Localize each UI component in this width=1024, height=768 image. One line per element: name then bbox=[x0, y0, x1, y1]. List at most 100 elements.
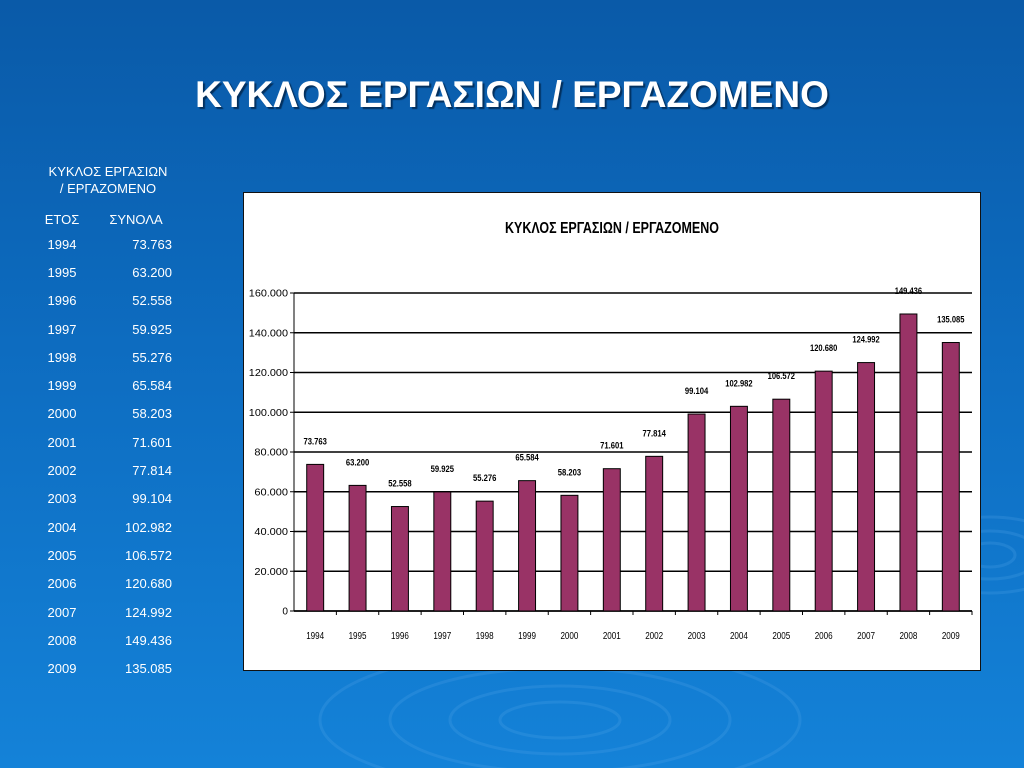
table-row: 1997 59.925 bbox=[28, 315, 188, 343]
y-tick-label: 120.000 bbox=[249, 368, 289, 379]
table-cell-total: 77.814 bbox=[132, 463, 172, 479]
table-cell-year: 1996 bbox=[47, 293, 77, 309]
table-cell-total: 106.572 bbox=[125, 547, 172, 563]
x-tick-label: 2006 bbox=[815, 631, 833, 642]
data-table: ΚΥΚΛΟΣ ΕΡΓΑΣΙΩΝ / ΕΡΓΑΖΟΜΕΝΟ ΕΤΟΣ ΣΥΝΟΛΑ… bbox=[28, 163, 188, 683]
data-label: 77.814 bbox=[642, 428, 665, 438]
table-cell-year: 2009 bbox=[47, 661, 77, 677]
table-cell-total: 73.763 bbox=[132, 236, 172, 252]
bar bbox=[306, 463, 325, 612]
x-tick-label: 2005 bbox=[772, 631, 790, 642]
y-tick-label: 80.000 bbox=[254, 448, 288, 459]
table-row: 2003 99.104 bbox=[28, 485, 188, 513]
table-row: 2004 102.982 bbox=[28, 513, 188, 541]
x-tick-label: 1996 bbox=[391, 631, 409, 642]
bar bbox=[518, 480, 537, 612]
table-cell-total: 120.680 bbox=[125, 576, 172, 592]
bar bbox=[348, 484, 367, 612]
table-cell-year: 2008 bbox=[47, 632, 77, 648]
table-header: ΕΤΟΣ ΣΥΝΟΛΑ bbox=[28, 209, 188, 230]
table-cell-year: 2005 bbox=[47, 547, 77, 563]
data-label: 120.680 bbox=[810, 343, 837, 353]
table-cell-total: 149.436 bbox=[125, 632, 172, 648]
y-tick-label: 0 bbox=[282, 607, 288, 618]
header-year: ΕΤΟΣ bbox=[44, 212, 80, 227]
y-tick-label: 100.000 bbox=[249, 408, 289, 419]
table-row: 1998 55.276 bbox=[28, 343, 188, 371]
chart-frame: ΚΥΚΛΟΣ ΕΡΓΑΣΙΩΝ / ΕΡΓΑΖΟΜΕΝΟ 0 20.000 40.00… bbox=[243, 192, 981, 671]
x-tick-label: 2003 bbox=[688, 631, 706, 642]
data-label: 124.992 bbox=[852, 335, 879, 345]
data-label: 52.558 bbox=[388, 479, 411, 489]
table-row: 2008 149.436 bbox=[28, 626, 188, 654]
table-caption: ΚΥΚΛΟΣ ΕΡΓΑΣΙΩΝ / ΕΡΓΑΖΟΜΕΝΟ bbox=[28, 163, 188, 201]
y-tick-label: 160.000 bbox=[249, 289, 289, 300]
x-tick-label: 2007 bbox=[857, 631, 875, 642]
table-cell-total: 65.584 bbox=[132, 378, 172, 394]
data-label: 71.601 bbox=[600, 441, 623, 451]
bar bbox=[857, 362, 876, 612]
bar bbox=[729, 405, 748, 612]
data-label: 55.276 bbox=[473, 473, 496, 483]
table-cell-year: 1998 bbox=[47, 349, 77, 365]
chart-title: ΚΥΚΛΟΣ ΕΡΓΑΣΙΩΝ / ΕΡΓΑΖΟΜΕΝΟ bbox=[505, 220, 719, 237]
table-row: 1994 73.763 bbox=[28, 230, 188, 258]
bar bbox=[687, 413, 706, 612]
table-cell-total: 63.200 bbox=[132, 264, 172, 280]
y-tick-label: 60.000 bbox=[254, 487, 288, 498]
slide-title: ΚΥΚΛΟΣ ΕΡΓΑΣΙΩΝ / ΕΡΓΑΖΟΜΕΝΟ bbox=[195, 74, 829, 115]
table-cell-year: 1999 bbox=[47, 378, 77, 394]
x-tick-label: 1994 bbox=[306, 631, 324, 642]
table-cell-year: 1994 bbox=[47, 236, 77, 252]
table-cell-year: 1995 bbox=[47, 264, 77, 280]
data-label: 149.436 bbox=[895, 286, 922, 296]
data-label: 73.763 bbox=[303, 436, 326, 446]
table-row: 2006 120.680 bbox=[28, 570, 188, 598]
x-tick-label: 2000 bbox=[560, 631, 578, 642]
table-cell-total: 135.085 bbox=[125, 661, 172, 677]
table-cell-year: 2004 bbox=[47, 519, 77, 535]
table-row: 2005 106.572 bbox=[28, 541, 188, 569]
x-tick-label: 1995 bbox=[349, 631, 367, 642]
bar bbox=[772, 398, 791, 612]
table-cell-year: 2001 bbox=[47, 434, 77, 450]
x-tick-label: 2002 bbox=[645, 631, 663, 642]
data-label: 59.925 bbox=[431, 464, 454, 474]
table-row: 2002 77.814 bbox=[28, 456, 188, 484]
table-cell-total: 99.104 bbox=[132, 491, 172, 507]
table-caption-line2: / ΕΡΓΑΖΟΜΕΝΟ bbox=[59, 181, 157, 196]
table-cell-year: 2007 bbox=[47, 604, 77, 620]
table-cell-year: 1997 bbox=[47, 321, 77, 337]
y-tick-label: 20.000 bbox=[254, 567, 288, 578]
y-tick-label: 140.000 bbox=[249, 328, 289, 339]
data-label: 106.572 bbox=[768, 371, 795, 381]
table-body: 1994 73.763 1995 63.200 1996 52.558 1997 59.925… bbox=[28, 230, 188, 683]
table-cell-total: 71.601 bbox=[132, 434, 172, 450]
data-label: 102.982 bbox=[725, 378, 752, 388]
table-cell-total: 102.982 bbox=[125, 519, 172, 535]
bar bbox=[645, 455, 664, 612]
table-caption-line1: ΚΥΚΛΟΣ ΕΡΓΑΣΙΩΝ bbox=[48, 164, 168, 179]
table-row: 2001 71.601 bbox=[28, 428, 188, 456]
y-tick-label: 40.000 bbox=[254, 527, 288, 538]
x-tick-label: 1997 bbox=[433, 631, 451, 642]
bar bbox=[560, 494, 579, 612]
bar bbox=[475, 500, 494, 612]
table-cell-year: 2006 bbox=[47, 576, 77, 592]
data-label: 99.104 bbox=[685, 386, 708, 396]
x-tick-label: 1999 bbox=[518, 631, 536, 642]
table-row: 1995 63.200 bbox=[28, 258, 188, 286]
table-row: 1996 52.558 bbox=[28, 287, 188, 315]
data-label: 63.200 bbox=[346, 457, 369, 467]
table-cell-total: 59.925 bbox=[132, 321, 172, 337]
bar bbox=[814, 370, 833, 612]
x-tick-label: 1998 bbox=[476, 631, 494, 642]
bar-chart: ΚΥΚΛΟΣ ΕΡΓΑΣΙΩΝ / ΕΡΓΑΖΟΜΕΝΟ 0 20.000 40.00… bbox=[249, 220, 973, 642]
data-label: 135.085 bbox=[937, 315, 964, 325]
bar bbox=[433, 491, 452, 612]
x-tick-label: 2008 bbox=[899, 631, 917, 642]
x-tick-label: 2004 bbox=[730, 631, 748, 642]
table-cell-total: 124.992 bbox=[125, 604, 172, 620]
data-label: 65.584 bbox=[515, 453, 538, 463]
bar bbox=[602, 468, 621, 612]
